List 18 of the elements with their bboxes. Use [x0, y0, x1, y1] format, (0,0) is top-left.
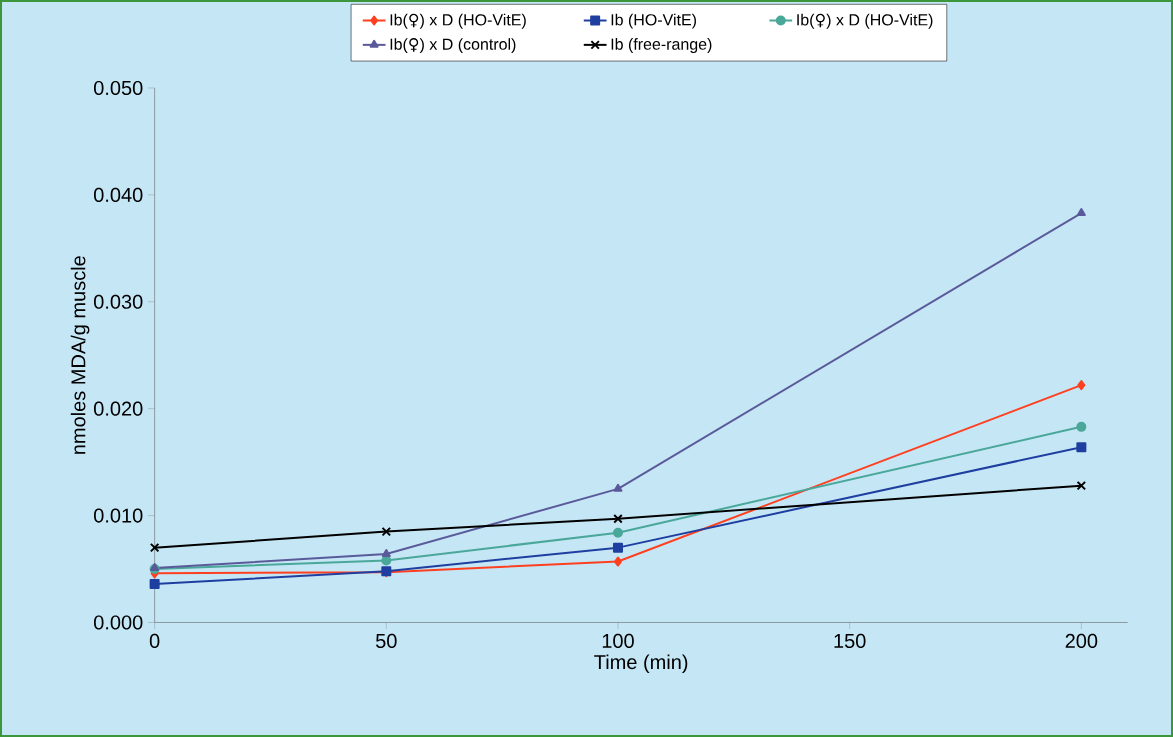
y-axis-title: nmoles MDA/g muscle	[70, 256, 90, 454]
y-tick-label: 0.000	[94, 615, 143, 630]
legend-label: Ib(♀) x D (HO-VitE)	[797, 13, 933, 29]
legend-label: Ib (HO-VitE)	[611, 13, 696, 29]
legend-label: Ib(♀) x D (HO-VitE)	[390, 13, 526, 29]
y-tick-label: 0.020	[94, 401, 143, 416]
x-tick-label: 50	[375, 633, 397, 648]
legend-label: Ib(♀) x D (control)	[390, 37, 516, 53]
y-tick-label: 0.040	[94, 187, 143, 202]
legend-label: Ib (free-range)	[611, 38, 712, 53]
y-tick-label: 0.010	[94, 508, 143, 523]
x-tick-label: 100	[602, 633, 634, 648]
y-tick-label: 0.030	[94, 294, 143, 309]
y-tick-label: 0.050	[94, 80, 143, 95]
x-tick-label: 200	[1065, 633, 1098, 648]
x-axis-title: Time (min)	[594, 654, 688, 674]
x-tick-label: 150	[834, 633, 866, 648]
x-tick-label: 0	[149, 633, 160, 648]
